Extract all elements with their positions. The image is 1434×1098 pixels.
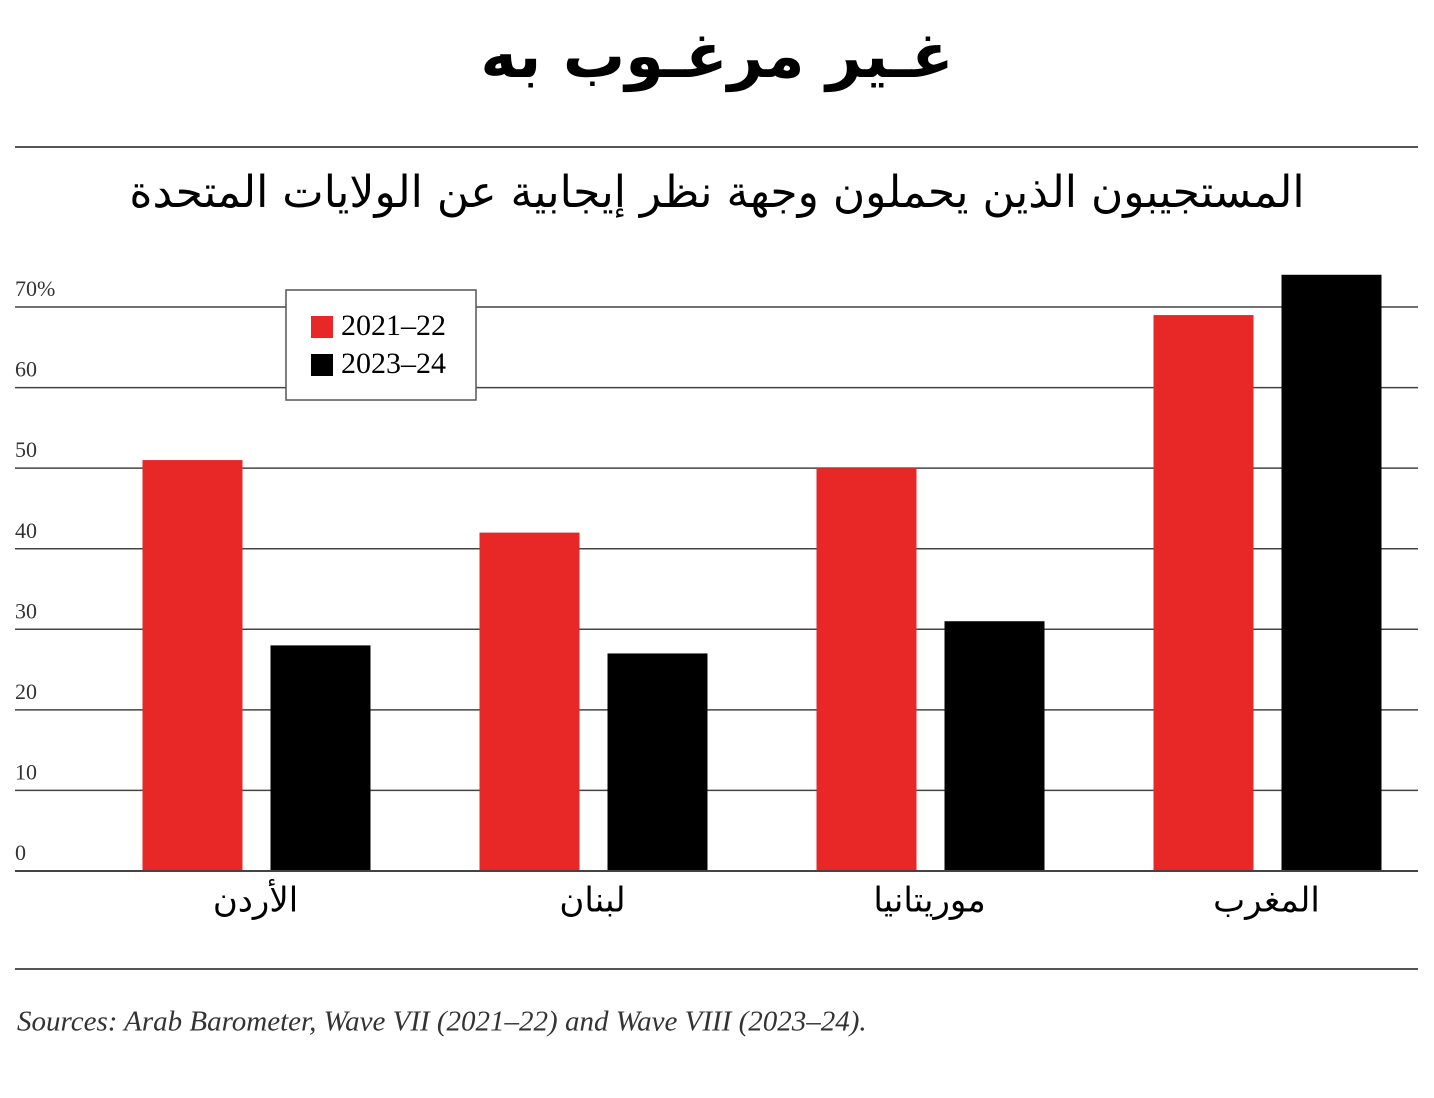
bar [270,645,371,871]
legend-swatch [311,316,333,338]
source-note: Sources: Arab Barometer, Wave VII (2021–… [17,1006,867,1038]
y-tick-label: 50 [15,437,37,462]
y-tick-label: 40 [15,518,37,543]
bar [607,653,708,871]
x-tick-label: الأردن [213,879,298,921]
bar [1281,274,1382,871]
legend-swatch [311,354,333,376]
legend-label: 2023–24 [341,347,446,380]
x-tick-label: موريتانيا [873,881,985,921]
legend-label: 2021–22 [341,309,446,342]
bar [944,621,1045,871]
x-tick-label: المغرب [1213,881,1320,921]
legend-box [285,289,477,401]
y-tick-label: 10 [15,759,37,784]
y-tick-label: 20 [15,679,37,704]
y-tick-label: 60 [15,357,37,382]
bar [479,532,580,871]
x-tick-label: لبنان [559,881,625,921]
y-tick-label: 70% [15,276,55,301]
bar [816,468,917,871]
bar [142,460,243,871]
chart-subtitle: المستجيبون الذين يحملون وجهة نظر إيجابية… [129,167,1304,218]
y-tick-label: 0 [15,840,26,865]
chart-title: غـير مرغـوب به [480,19,953,92]
y-tick-label: 30 [15,598,37,623]
bar [1153,315,1254,871]
